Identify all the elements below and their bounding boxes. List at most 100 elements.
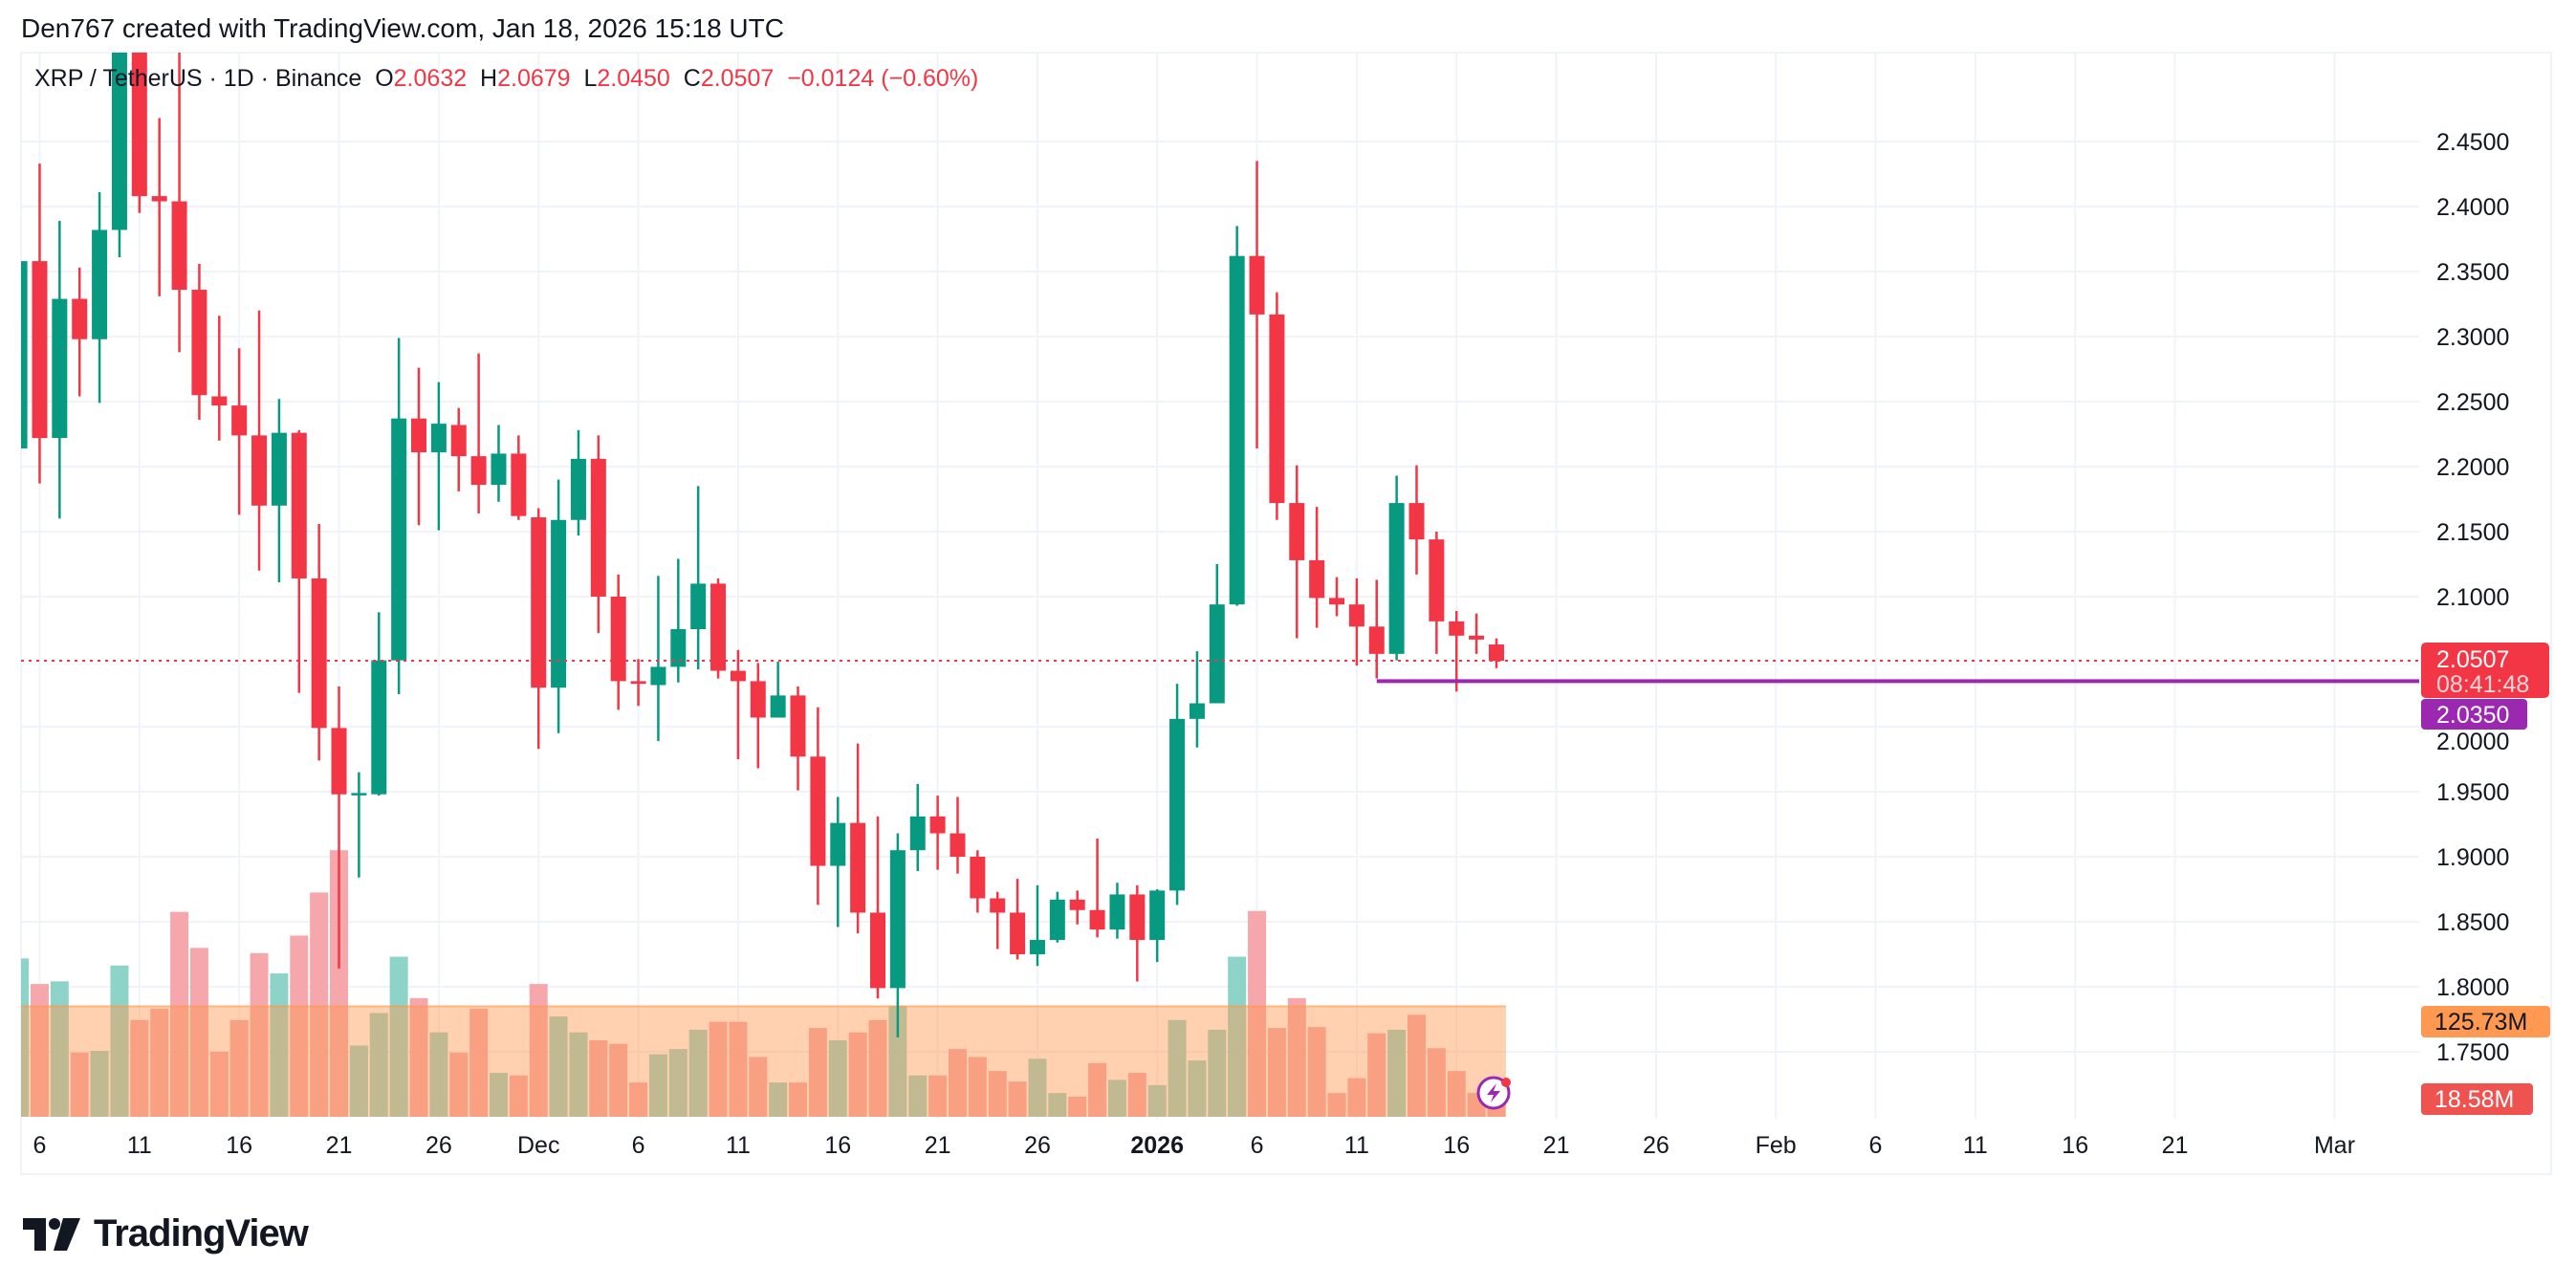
- candle-body: [311, 578, 327, 729]
- candle-body: [1010, 912, 1026, 954]
- volume-bar: [1327, 1093, 1346, 1117]
- last-price-badge: [2421, 643, 2549, 698]
- volume-bar: [90, 1051, 109, 1117]
- candle-body: [1309, 559, 1325, 599]
- candle-body: [491, 453, 507, 486]
- ohlc-legend: XRP / TetherUS · 1D · Binance O2.0632 H2…: [34, 65, 978, 93]
- lightning-icon[interactable]: [1476, 1076, 1511, 1110]
- candle-body: [770, 695, 786, 718]
- volume-bar: [1248, 910, 1267, 1117]
- volume-bar: [529, 984, 548, 1117]
- volume-bar: [1228, 956, 1247, 1117]
- price-tick-label: 2.3000: [2436, 324, 2509, 351]
- volume-ma-value: 125.73M: [2434, 1009, 2527, 1036]
- volume-bar: [1287, 997, 1306, 1117]
- volume-bar: [1427, 1048, 1446, 1117]
- time-tick-label: 26: [1024, 1132, 1051, 1159]
- candle-body: [790, 695, 806, 757]
- volume-bar: [50, 981, 69, 1117]
- volume-bar: [928, 1075, 948, 1117]
- time-axis[interactable]: 6 11 16 21 26 Dec 6 11 16 21 26 2026 6 11 16 21 26 Feb 6 11…: [33, 1132, 2356, 1159]
- volume-bars: [21, 850, 1506, 1117]
- volume-bar: [1267, 1028, 1286, 1117]
- time-tick-label: 21: [2162, 1132, 2189, 1159]
- price-tick-label: 2.0000: [2436, 729, 2509, 755]
- price-axis[interactable]: 2.4500 2.4000 2.3500 2.3000 2.2500 2.2000 2.15…: [2436, 129, 2509, 1066]
- candle-body: [52, 298, 68, 439]
- volume-bar: [988, 1071, 1007, 1117]
- time-tick-label: 16: [824, 1132, 851, 1159]
- candle-body: [750, 681, 766, 718]
- price-tick-label: 2.2500: [2436, 389, 2509, 416]
- candle-body: [450, 425, 467, 457]
- hline-price-value: 2.0350: [2436, 702, 2509, 729]
- price-tick-label: 1.8500: [2436, 909, 2509, 936]
- candle-body: [970, 857, 986, 899]
- volume-bar: [1028, 1058, 1047, 1117]
- candle-body: [830, 822, 846, 866]
- candle-body: [470, 456, 487, 486]
- price-tick-label: 1.8000: [2436, 974, 2509, 1001]
- candle-body: [1408, 503, 1425, 540]
- volume-bar: [828, 1039, 847, 1117]
- price-tick-label: 2.1000: [2436, 584, 2509, 611]
- close-value: 2.0507: [700, 65, 775, 92]
- volume-bar: [290, 935, 309, 1117]
- price-tick-label: 1.7500: [2436, 1039, 2509, 1066]
- volume-bar: [1408, 1014, 1426, 1117]
- volume-bar: [968, 1057, 987, 1117]
- price-tick-label: 1.9000: [2436, 844, 2509, 871]
- volume-bar: [250, 952, 269, 1117]
- volume-bar: [270, 973, 289, 1117]
- candle-body: [1469, 635, 1485, 640]
- candle-body: [909, 816, 926, 851]
- volume-bar: [70, 1052, 89, 1117]
- candle-body: [730, 670, 746, 682]
- volume-bar: [389, 956, 408, 1117]
- volume-bar: [509, 1075, 528, 1117]
- volume-bar: [150, 1008, 169, 1117]
- volume-bar: [948, 1049, 967, 1117]
- candle-body: [1089, 909, 1105, 930]
- volume-bar: [848, 1032, 867, 1117]
- volume-bar: [1147, 1084, 1167, 1117]
- volume-bar: [1347, 1078, 1366, 1117]
- candle-body: [850, 822, 866, 913]
- time-tick-label: 26: [1643, 1132, 1670, 1159]
- volume-bar: [170, 911, 189, 1117]
- candle-body: [650, 666, 666, 686]
- candle-body: [1069, 899, 1085, 910]
- volume-bar: [330, 850, 349, 1117]
- candle-body: [889, 850, 906, 989]
- candle-body: [430, 424, 447, 453]
- volume-bar: [189, 948, 208, 1117]
- volume-bar: [110, 965, 129, 1117]
- time-tick-label: 6: [1869, 1132, 1883, 1159]
- volume-ma-area: [21, 1006, 1506, 1117]
- tradingview-logo[interactable]: TradingView: [23, 1212, 309, 1255]
- volume-bar: [469, 1008, 489, 1117]
- volume-last-value: 18.58M: [2434, 1086, 2514, 1113]
- candle-body: [690, 583, 707, 629]
- candle-body: [1209, 604, 1225, 704]
- time-tick-label: 16: [2062, 1132, 2088, 1159]
- candle-body: [72, 298, 88, 339]
- time-tick-label: Feb: [1756, 1132, 1797, 1159]
- volume-bar: [30, 984, 49, 1117]
- candle-body: [1249, 255, 1265, 315]
- time-tick-label: 26: [426, 1132, 452, 1159]
- candle-body: [191, 290, 207, 396]
- symbol-info[interactable]: XRP / TetherUS · 1D · Binance: [34, 65, 362, 92]
- price-tick-label: 2.4500: [2436, 129, 2509, 156]
- time-tick-label: 11: [1344, 1132, 1369, 1159]
- bar-countdown: 08:41:48: [2436, 671, 2529, 698]
- volume-bar: [729, 1021, 748, 1117]
- candle-body: [211, 396, 228, 406]
- volume-last-badge: [2421, 1083, 2533, 1115]
- candle-body: [950, 833, 966, 857]
- candle-body: [111, 53, 127, 230]
- close-label: C: [683, 65, 701, 92]
- time-tick-label: Mar: [2314, 1132, 2355, 1159]
- time-tick-label: 2026: [1130, 1132, 1184, 1159]
